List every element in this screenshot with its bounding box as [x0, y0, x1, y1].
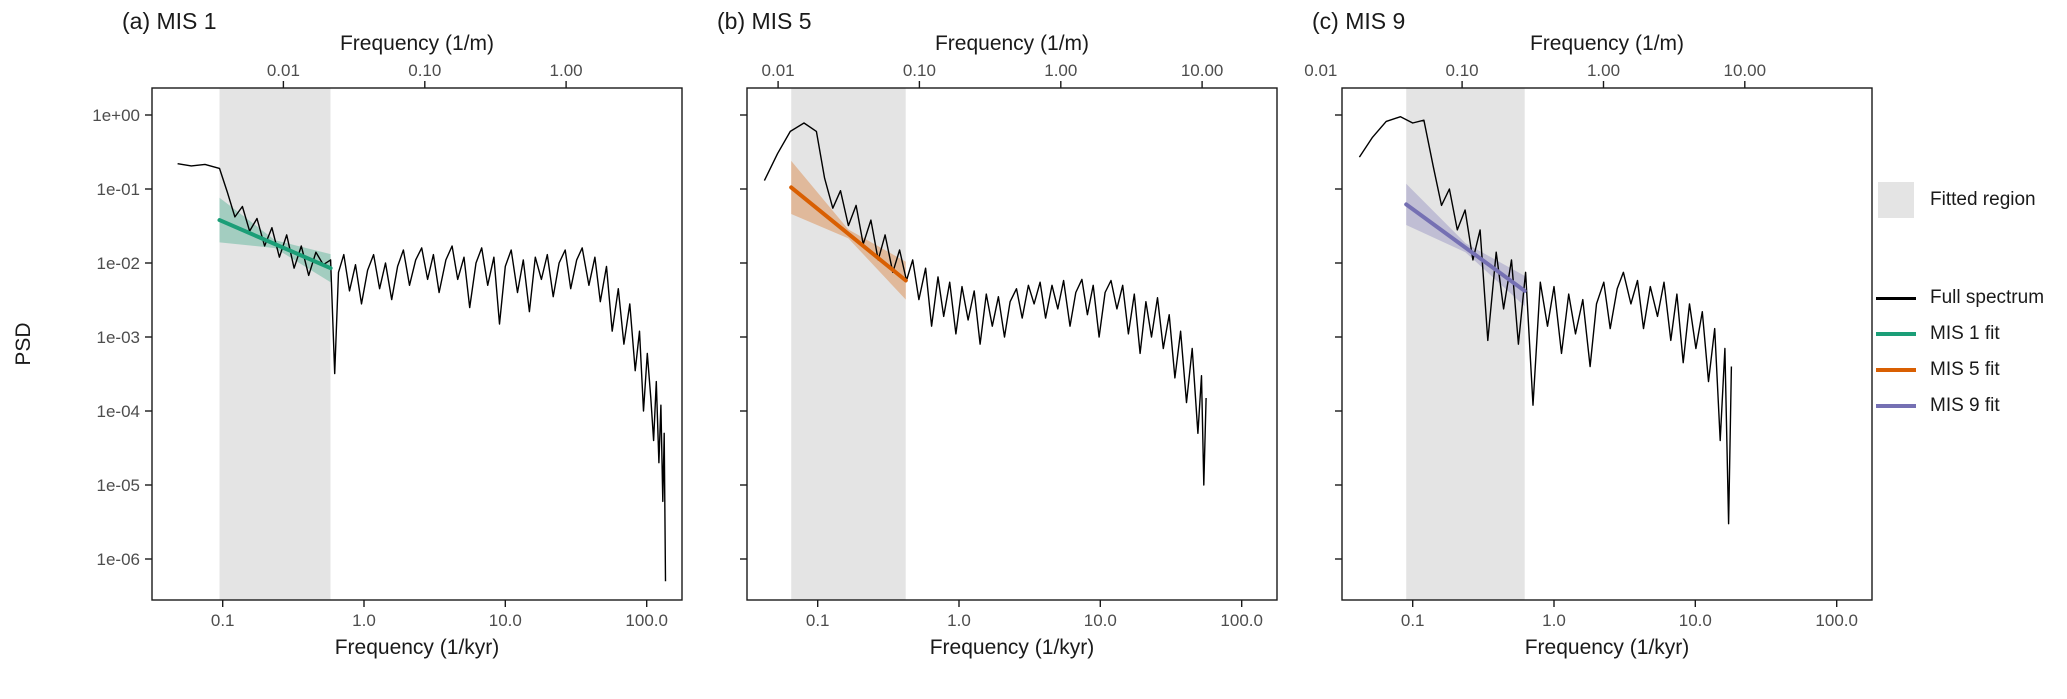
panel-border [151, 87, 683, 601]
panel-b-bottom-axis-title: Frequency (1/kyr) [929, 636, 1095, 659]
full-spectrum-line [177, 163, 667, 582]
legend: Fitted region Full spectrum MIS 1 fit MI… [1876, 0, 2067, 699]
legend-row-mis1-fit: MIS 1 fit [1876, 316, 2000, 352]
fitted-region-band [1406, 88, 1525, 600]
fit-line [1404, 202, 1527, 293]
svg-text:1e-05: 1e-05 [97, 476, 140, 495]
full-spectrum-line-swatch [1876, 296, 1916, 300]
svg-text:0.01: 0.01 [762, 61, 795, 80]
svg-text:1.0: 1.0 [1542, 611, 1566, 630]
svg-text:10.00: 10.00 [1181, 61, 1224, 80]
y-axis-title: PSD [12, 322, 35, 366]
fit-confidence-ribbon [219, 197, 331, 283]
svg-text:0.10: 0.10 [903, 61, 936, 80]
fit-line [217, 218, 333, 271]
svg-text:1e-01: 1e-01 [97, 180, 140, 199]
psd-plot-c: 0.1 1.0 10.0 100.0 0.01 0.10 1.00 10.00 [1304, 61, 1873, 630]
legend-row-fitted-region: Fitted region [1876, 182, 2036, 218]
fit-confidence-ribbon [1406, 183, 1525, 307]
panel-c: (c) MIS 9 Frequency (1/m) 0.1 1.0 10.0 100.… [1304, 0, 1873, 699]
panel-c-top-axis-title: Frequency (1/m) [1529, 32, 1685, 55]
svg-text:1e-03: 1e-03 [97, 328, 140, 347]
svg-text:0.1: 0.1 [211, 611, 235, 630]
legend-row-full-spectrum: Full spectrum [1876, 280, 2044, 316]
svg-text:10.00: 10.00 [1724, 61, 1767, 80]
full-spectrum-line [1358, 116, 1733, 525]
axis-ticks: 0.1 1.0 10.0 100.0 0.01 0.10 1.00 10.00 [1304, 61, 1858, 630]
svg-text:0.10: 0.10 [408, 61, 441, 80]
svg-text:100.0: 100.0 [1220, 611, 1263, 630]
legend-row-mis5-fit: MIS 5 fit [1876, 352, 2000, 388]
svg-text:10.0: 10.0 [1084, 611, 1117, 630]
axis-ticks: 0.1 1.0 10.0 100.0 0.01 0.10 1.00 1e+00 1e-01 1e-… [92, 61, 668, 630]
svg-text:1e+00: 1e+00 [92, 106, 140, 125]
svg-text:1.0: 1.0 [352, 611, 376, 630]
mis9-fit-line-swatch [1876, 404, 1916, 408]
svg-text:10.0: 10.0 [1679, 611, 1712, 630]
panel-b-title: (b) MIS 5 [717, 8, 812, 34]
psd-plot-b: 0.1 1.0 10.0 100.0 0.01 0.10 1.00 10.00 [740, 61, 1278, 630]
mis1-fit-line-swatch [1876, 332, 1916, 336]
svg-text:0.1: 0.1 [806, 611, 830, 630]
psd-plot-a: 0.1 1.0 10.0 100.0 0.01 0.10 1.00 1e+00 1e-01 1e-… [92, 61, 683, 630]
svg-text:100.0: 100.0 [625, 611, 668, 630]
svg-text:0.01: 0.01 [267, 61, 300, 80]
fitted-region-swatch [1878, 182, 1914, 218]
legend-label-mis5-fit: MIS 5 fit [1930, 359, 2000, 380]
svg-text:1.00: 1.00 [1044, 61, 1077, 80]
legend-row-mis9-fit: MIS 9 fit [1876, 388, 2000, 424]
panel-a-bottom-axis-title: Frequency (1/kyr) [334, 636, 500, 659]
fitted-region-band [791, 88, 906, 600]
panel-b-top-axis-title: Frequency (1/m) [934, 32, 1090, 55]
legend-label-mis9-fit: MIS 9 fit [1930, 395, 2000, 416]
svg-text:100.0: 100.0 [1815, 611, 1858, 630]
svg-text:1.0: 1.0 [947, 611, 971, 630]
axis-ticks: 0.1 1.0 10.0 100.0 0.01 0.10 1.00 10.00 [740, 61, 1263, 630]
panel-border [1341, 87, 1873, 601]
svg-text:0.01: 0.01 [1304, 61, 1337, 80]
mis5-fit-line-swatch [1876, 368, 1916, 372]
full-spectrum-line [763, 122, 1207, 486]
fit-confidence-ribbon [791, 160, 906, 300]
panel-b: (b) MIS 5 Frequency (1/m) 0.1 1.0 10.0 100.… [717, 0, 1278, 699]
svg-text:10.0: 10.0 [489, 611, 522, 630]
panel-a-top-axis-title: Frequency (1/m) [339, 32, 495, 55]
svg-text:1e-04: 1e-04 [97, 402, 140, 421]
panel-c-title: (c) MIS 9 [1312, 8, 1406, 34]
panel-c-bottom-axis-title: Frequency (1/kyr) [1524, 636, 1690, 659]
panel-a-title: (a) MIS 1 [122, 8, 217, 34]
panel-border [746, 87, 1278, 601]
svg-text:0.10: 0.10 [1446, 61, 1479, 80]
svg-text:1e-06: 1e-06 [97, 550, 140, 569]
svg-text:0.1: 0.1 [1401, 611, 1425, 630]
svg-text:1e-02: 1e-02 [97, 254, 140, 273]
panel-a: (a) MIS 1 Frequency (1/m) 0.1 1.0 10.0 100.… [92, 0, 683, 699]
legend-label-fitted-region: Fitted region [1930, 189, 2036, 210]
legend-label-mis1-fit: MIS 1 fit [1930, 323, 2000, 344]
fit-line [789, 185, 908, 283]
svg-text:1.00: 1.00 [550, 61, 583, 80]
legend-label-full-spectrum: Full spectrum [1930, 287, 2045, 308]
svg-text:1.00: 1.00 [1587, 61, 1620, 80]
fitted-region-band [219, 88, 331, 600]
